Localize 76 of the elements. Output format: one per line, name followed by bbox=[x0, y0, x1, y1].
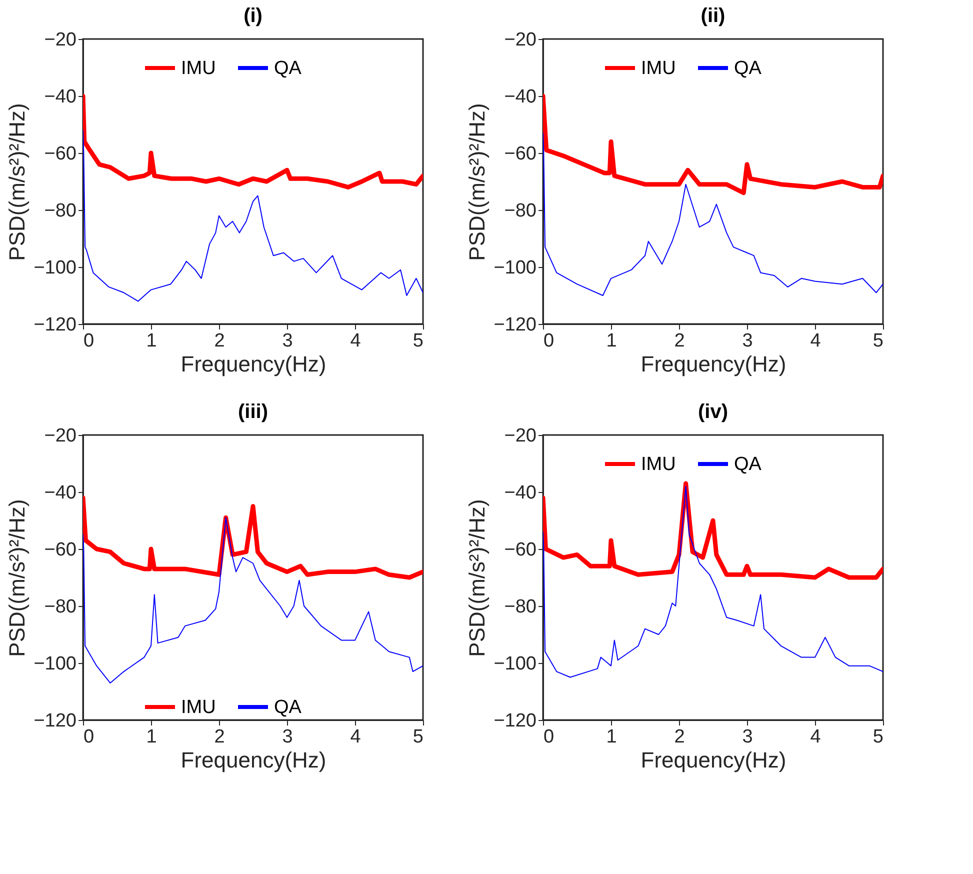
y-tick-label: −40 bbox=[44, 86, 76, 108]
legend-label: IMU bbox=[641, 454, 676, 475]
legend-label: IMU bbox=[641, 58, 676, 79]
x-axis-title: Frequency(Hz) bbox=[180, 352, 326, 376]
legend-label: QA bbox=[274, 697, 302, 718]
x-tick-label: 0 bbox=[544, 330, 554, 352]
chart-title: (ii) bbox=[700, 5, 726, 27]
y-tick-label: −20 bbox=[44, 426, 76, 446]
x-tick-label: 1 bbox=[606, 330, 617, 352]
y-axis-title: PSD((m/s²)²/Hz) bbox=[4, 103, 30, 261]
y-tick-label: −40 bbox=[504, 86, 536, 108]
y-tick-label: −120 bbox=[494, 314, 536, 336]
x-axis-title: Frequency(Hz) bbox=[180, 748, 326, 772]
x-tick-label: 3 bbox=[742, 726, 753, 748]
line-series bbox=[83, 495, 423, 580]
y-tick-label: −60 bbox=[44, 144, 76, 164]
line-series bbox=[83, 94, 423, 190]
y-tick-label: −60 bbox=[504, 540, 536, 560]
x-tick-label: 3 bbox=[742, 330, 753, 352]
x-tick-label: 5 bbox=[412, 330, 424, 352]
y-axis-title: PSD((m/s²)²/Hz) bbox=[4, 499, 30, 657]
legend-label: IMU bbox=[181, 697, 216, 718]
x-tick-label: 5 bbox=[412, 726, 424, 748]
y-tick-label: −40 bbox=[44, 482, 76, 504]
x-tick-label: 2 bbox=[214, 330, 225, 352]
y-axis-title: PSD((m/s²)²/Hz) bbox=[464, 103, 490, 261]
x-axis-title: Frequency(Hz) bbox=[640, 748, 786, 772]
legend-label: QA bbox=[734, 454, 762, 475]
line-series bbox=[543, 481, 883, 580]
x-tick-label: 2 bbox=[674, 330, 685, 352]
y-tick-label: −60 bbox=[44, 540, 76, 560]
x-tick-label: 4 bbox=[810, 726, 822, 748]
legend-label: QA bbox=[274, 58, 302, 79]
chart-title: (i) bbox=[244, 5, 262, 27]
chart-title: (iv) bbox=[698, 401, 728, 423]
line-series bbox=[83, 517, 423, 684]
x-tick-label: 5 bbox=[872, 330, 884, 352]
y-tick-label: −100 bbox=[494, 654, 536, 674]
y-tick-label: −20 bbox=[44, 30, 76, 50]
y-tick-label: −100 bbox=[494, 258, 536, 278]
y-tick-label: −120 bbox=[494, 710, 536, 732]
line-series bbox=[83, 130, 423, 302]
legend-label: QA bbox=[734, 58, 762, 79]
x-tick-label: 1 bbox=[146, 726, 157, 748]
y-tick-label: −80 bbox=[44, 596, 76, 618]
y-tick-label: −120 bbox=[34, 710, 76, 732]
line-series bbox=[543, 94, 883, 196]
x-tick-label: 2 bbox=[674, 726, 685, 748]
x-tick-label: 0 bbox=[84, 726, 94, 748]
x-tick-label: 3 bbox=[282, 330, 293, 352]
line-series bbox=[543, 486, 883, 678]
x-tick-label: 0 bbox=[84, 330, 94, 352]
y-tick-label: −80 bbox=[504, 200, 536, 222]
x-tick-label: 1 bbox=[146, 330, 157, 352]
y-tick-label: −20 bbox=[504, 30, 536, 50]
line-series bbox=[543, 132, 883, 296]
y-tick-label: −80 bbox=[504, 596, 536, 618]
x-tick-label: 5 bbox=[872, 726, 884, 748]
x-tick-label: 4 bbox=[350, 726, 362, 748]
y-tick-label: −40 bbox=[504, 482, 536, 504]
y-tick-label: −60 bbox=[504, 144, 536, 164]
x-tick-label: 4 bbox=[810, 330, 822, 352]
y-tick-label: −100 bbox=[34, 654, 76, 674]
x-tick-label: 4 bbox=[350, 330, 362, 352]
x-axis-title: Frequency(Hz) bbox=[640, 352, 786, 376]
y-tick-label: −80 bbox=[44, 200, 76, 222]
y-tick-label: −100 bbox=[34, 258, 76, 278]
x-tick-label: 1 bbox=[606, 726, 617, 748]
x-tick-label: 2 bbox=[214, 726, 225, 748]
legend-label: IMU bbox=[181, 58, 216, 79]
chart-title: (iii) bbox=[238, 401, 268, 423]
x-tick-label: 3 bbox=[282, 726, 293, 748]
y-tick-label: −20 bbox=[504, 426, 536, 446]
y-tick-label: −120 bbox=[34, 314, 76, 336]
x-tick-label: 0 bbox=[544, 726, 554, 748]
y-axis-title: PSD((m/s²)²/Hz) bbox=[464, 499, 490, 657]
